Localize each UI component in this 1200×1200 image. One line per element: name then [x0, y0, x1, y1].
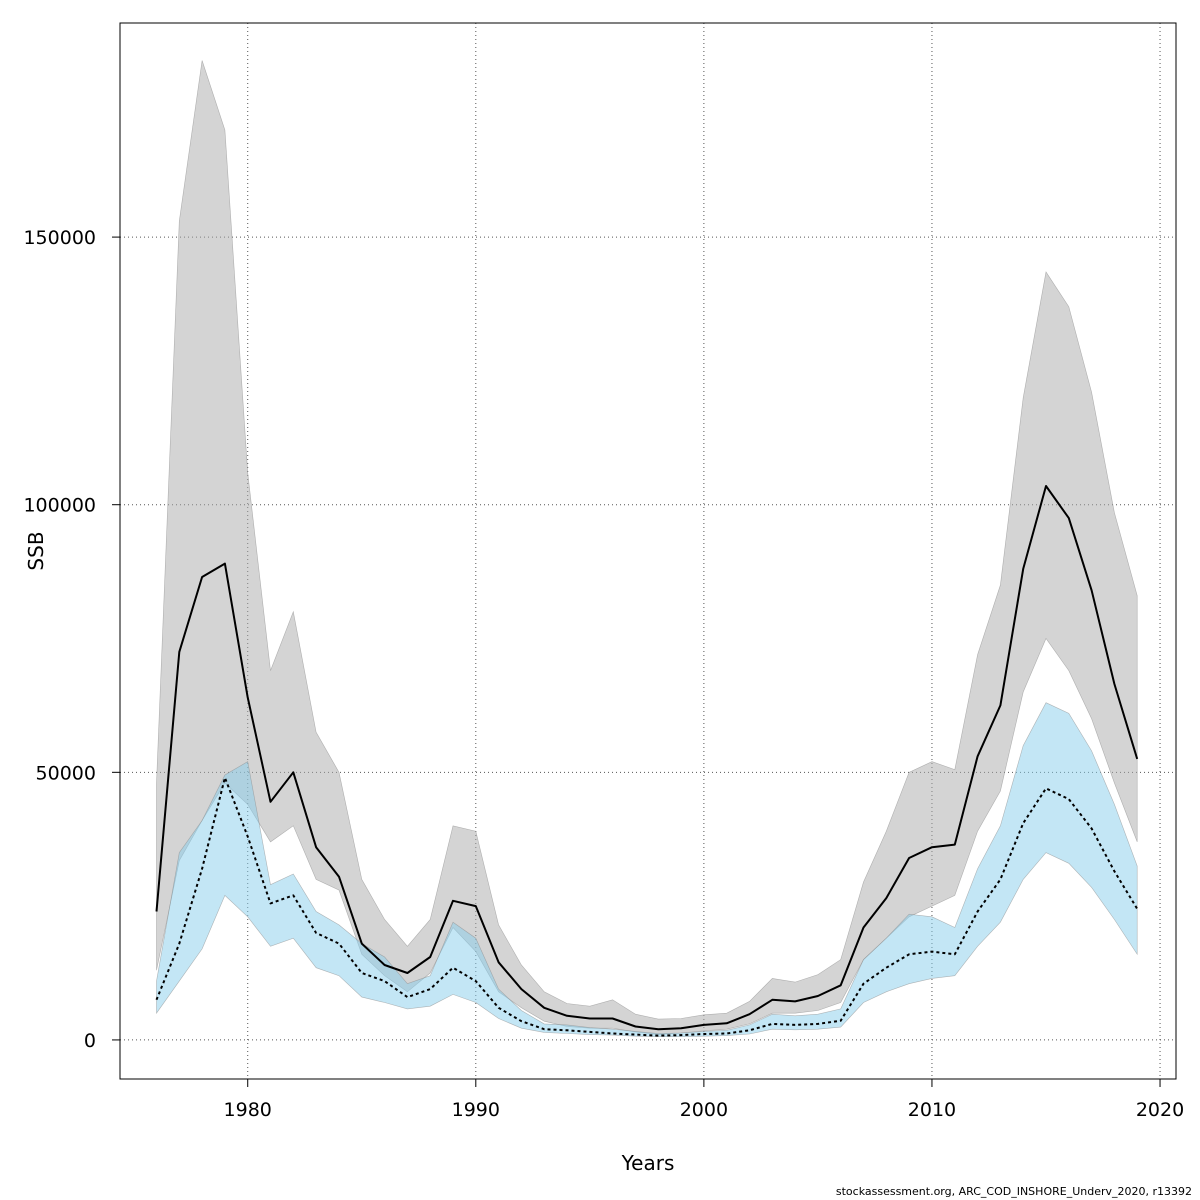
x-tick-label-2020: 2020 — [1136, 1099, 1184, 1121]
y-tick-label-50000: 50000 — [36, 762, 96, 784]
confidence-bands — [156, 60, 1138, 1037]
y-tick-label-0: 0 — [84, 1030, 96, 1052]
y-axis-title: SSB — [24, 531, 48, 570]
series-line-2 — [155, 776, 1139, 1037]
series-line-1 — [155, 485, 1139, 1031]
y-tick-label-100000: 100000 — [23, 495, 96, 517]
x-tick-label-2010: 2010 — [908, 1099, 956, 1121]
footer-credit: stockassessment.org, ARC_COD_INSHORE_Und… — [835, 1185, 1192, 1198]
series-lines — [155, 485, 1139, 1037]
y-tick-label-150000: 150000 — [23, 227, 96, 249]
x-tick-label-2000: 2000 — [680, 1099, 728, 1121]
axes: 1980 1990 2000 2010 2020 0 50000 100000 150000 — [23, 227, 1184, 1121]
confidence-band-2 — [156, 702, 1138, 1037]
x-tick-label-1990: 1990 — [452, 1099, 500, 1121]
x-axis-title: Years — [621, 1151, 675, 1175]
x-tick-label-1980: 1980 — [224, 1099, 272, 1121]
